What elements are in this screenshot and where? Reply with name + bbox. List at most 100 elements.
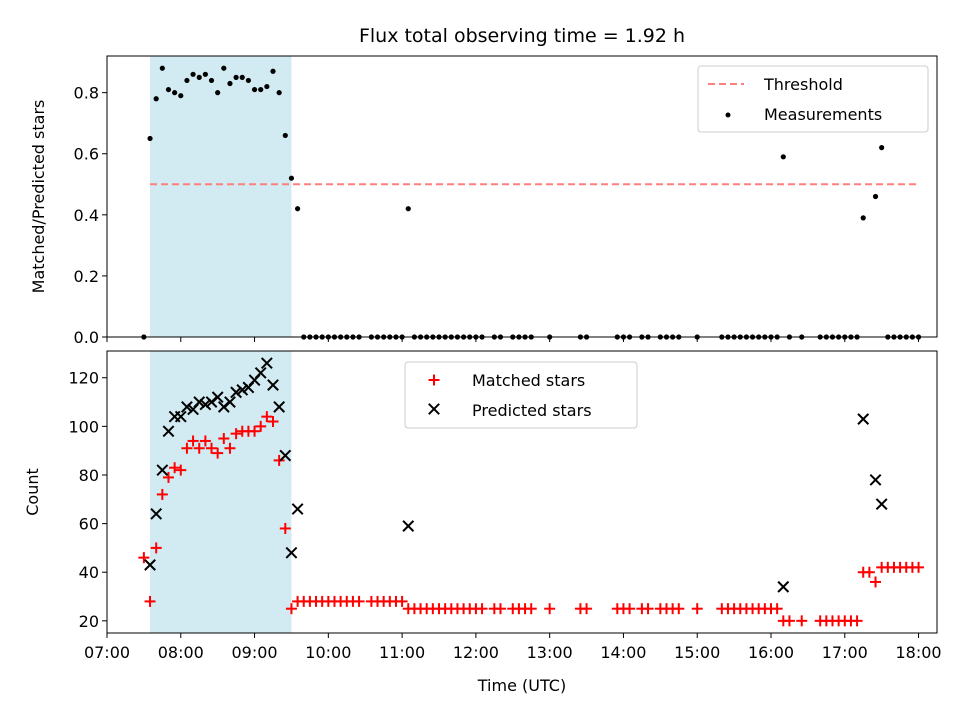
x-tick-label: 18:00 <box>896 643 942 662</box>
legend-predicted-label: Predicted stars <box>472 401 592 420</box>
measurement-point <box>282 132 288 139</box>
measurement-point <box>780 154 786 160</box>
measurement-point <box>276 90 282 96</box>
matched-star-point <box>783 615 795 627</box>
x-tick-label: 10:00 <box>305 643 351 662</box>
measurement-point <box>147 135 153 142</box>
predicted-star-point <box>291 503 304 515</box>
measurements-series <box>141 65 922 340</box>
matched-star-point <box>187 435 199 447</box>
measurement-point <box>190 71 196 77</box>
matched-star-point <box>279 522 291 534</box>
matched-star-point <box>230 428 242 440</box>
measurement-point <box>872 193 879 200</box>
measurement-point <box>227 80 233 87</box>
predicted-star-point <box>279 449 292 462</box>
legend-predicted-swatch <box>428 403 440 415</box>
bottom-legend-box <box>404 361 638 429</box>
bottom-y-tick-label: 120 <box>68 369 99 388</box>
matched-star-point <box>150 542 162 554</box>
cross-stroke <box>211 391 224 404</box>
top-y-tick-label: 0.2 <box>74 267 99 286</box>
bottom-axes-frame <box>106 350 938 634</box>
matched-stars-series <box>138 411 925 627</box>
matched-star-point <box>267 416 279 427</box>
cross-stroke <box>267 379 279 391</box>
legend-threshold-label: Threshold <box>763 75 843 94</box>
predicted-star-point <box>199 398 212 411</box>
bottom-panel: 20 40 60 80 100 120 07:00 08:00 09:00 10:00 11:00… <box>23 350 942 695</box>
matched-star-point <box>581 603 593 615</box>
measurement-point <box>264 83 270 90</box>
top-axes-frame <box>106 55 938 338</box>
matched-star-point <box>642 603 654 615</box>
measurement-point <box>184 77 190 84</box>
matched-star-point <box>525 603 537 615</box>
top-observing-interval-shade <box>150 56 292 337</box>
x-tick-label: 07:00 <box>84 643 130 662</box>
measurement-point <box>405 206 411 212</box>
predicted-star-point <box>230 386 243 399</box>
measurement-point <box>153 96 159 102</box>
matched-star-point <box>544 603 556 615</box>
chart-title: Flux total observing time = 1.92 h <box>359 25 685 47</box>
cross-stroke <box>224 396 236 408</box>
measurement-point <box>245 77 252 84</box>
top-y-axis-label: Matched/Predicted stars <box>29 100 48 294</box>
cross-stroke <box>199 398 212 411</box>
predicted-star-point <box>857 413 870 425</box>
matched-star-point <box>396 595 408 607</box>
measurement-point <box>221 65 227 71</box>
matched-star-point <box>771 603 783 615</box>
predicted-star-point <box>150 507 163 520</box>
cross-stroke <box>857 413 870 425</box>
legend-plus-marker <box>428 374 440 386</box>
matched-star-point <box>624 603 636 615</box>
measurement-point <box>196 74 202 80</box>
cross-stroke <box>402 520 415 532</box>
bottom-legend: Matched stars Predicted stars <box>404 361 638 429</box>
predicted-star-point <box>211 391 224 404</box>
matched-star-point <box>193 442 205 454</box>
predicted-star-point <box>174 410 187 423</box>
bottom-y-axis-ticks: 20 40 60 80 100 120 <box>68 369 107 631</box>
top-x-axis-ticks <box>106 337 920 342</box>
matched-star-point <box>691 603 703 615</box>
matched-star-point <box>162 471 174 483</box>
bottom-y-axis-label: Count <box>23 468 42 516</box>
predicted-star-point <box>260 357 273 370</box>
predicted-star-point <box>162 425 175 438</box>
x-tick-label: 12:00 <box>453 643 499 662</box>
measurement-point <box>159 65 165 71</box>
bottom-y-tick-label: 100 <box>68 417 99 436</box>
x-tick-label: 14:00 <box>600 643 646 662</box>
measurement-point <box>165 86 172 93</box>
matched-star-point <box>285 603 297 615</box>
predicted-stars-series <box>144 357 888 593</box>
matched-star-point <box>249 425 261 437</box>
x-tick-label: 11:00 <box>379 643 425 662</box>
top-y-tick-label: 0.0 <box>74 328 99 347</box>
matched-star-point <box>353 595 365 607</box>
predicted-star-point <box>236 383 249 396</box>
cross-stroke <box>875 498 888 511</box>
top-panel: 0.00.20.40.60.8 Matched/Predicted stars … <box>29 55 938 347</box>
measurement-point <box>239 74 245 80</box>
cross-stroke <box>144 559 156 571</box>
bottom-observing-interval-shade <box>150 351 292 633</box>
matched-star-point <box>175 464 187 476</box>
measurement-point <box>258 86 264 93</box>
cross-stroke <box>254 366 267 379</box>
cross-stroke <box>428 403 440 415</box>
matched-star-point <box>169 462 181 474</box>
legend-measurements-swatch <box>725 112 731 118</box>
measurement-point <box>251 86 258 93</box>
legend-measurements-label: Measurements <box>764 105 882 124</box>
matched-star-point <box>144 595 156 607</box>
cross-stroke <box>285 546 298 559</box>
cross-stroke <box>273 401 286 413</box>
matched-star-point <box>218 433 230 445</box>
matched-star-point <box>199 435 211 447</box>
bottom-x-axis-ticks: 07:00 08:00 09:00 10:00 11:00 12:00 13:00 14:00… <box>84 633 942 662</box>
x-tick-label: 13:00 <box>527 643 573 662</box>
